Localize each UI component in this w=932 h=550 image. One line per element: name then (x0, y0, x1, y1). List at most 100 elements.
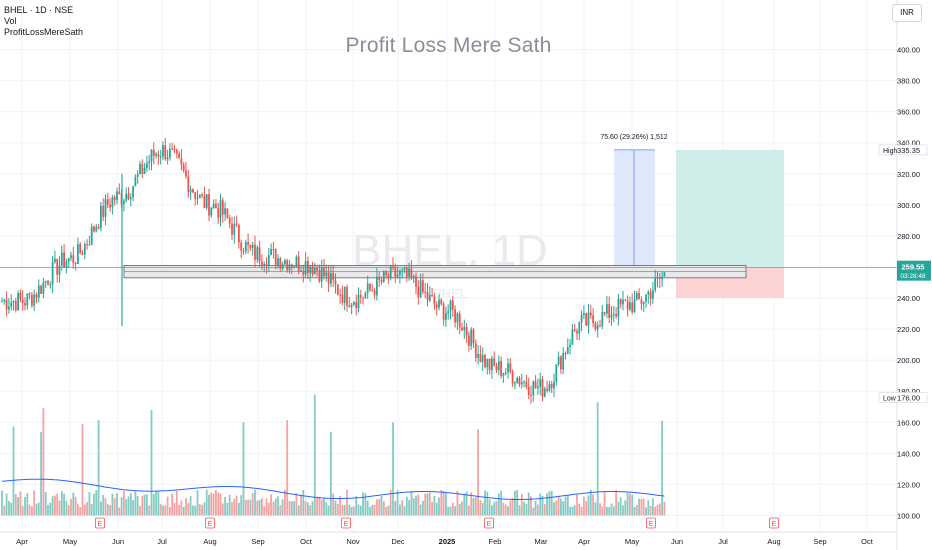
volume-bar (465, 491, 468, 516)
candle-body (580, 315, 583, 323)
low-marker: Low 176.00 (878, 392, 928, 403)
volume-bar (472, 498, 475, 516)
volume-bar (569, 506, 571, 516)
candle-body (433, 296, 436, 305)
candle-body (481, 355, 484, 363)
volume-bar (157, 490, 160, 516)
volume-bar (86, 501, 88, 516)
volume-bar (63, 493, 65, 516)
volume-bar (316, 496, 318, 516)
volume-bar (376, 499, 378, 516)
drawing-tools[interactable]: 75.60 (29.26%) 1,512 (123, 134, 784, 299)
custom-indicator-label[interactable]: ProfitLossMereSath (4, 27, 84, 37)
candle-body (537, 386, 539, 389)
candle-body (90, 226, 93, 245)
candle-body (54, 258, 56, 263)
candle-body (201, 194, 203, 196)
volume-bar (449, 506, 452, 516)
volume-bar (65, 500, 68, 516)
volume-bar (297, 505, 300, 516)
volume-bar (509, 500, 512, 516)
candle-body (585, 313, 588, 326)
volume-bar (205, 489, 208, 516)
candle-body (362, 297, 364, 299)
candle-body (619, 298, 622, 305)
volume-bar (244, 499, 247, 516)
candle-body (458, 313, 461, 328)
time-tick-label: Jun (112, 537, 124, 546)
candle-body (33, 294, 36, 306)
time-tick-label: Sep (251, 537, 264, 546)
volume-bar (629, 493, 631, 516)
candle-body (180, 158, 183, 165)
volume-bar (585, 501, 588, 516)
volume-bar (534, 500, 537, 516)
currency-button[interactable]: INR (892, 4, 922, 22)
earnings-badge (341, 517, 351, 529)
candle-body (509, 363, 512, 372)
volume-bar (226, 502, 229, 516)
time-tick-label: Mar (535, 537, 548, 546)
candle-body (40, 285, 42, 294)
volume-bar (608, 507, 611, 516)
symbol-title[interactable]: BHEL · 1D · NSE (4, 5, 74, 15)
volume-bar (290, 501, 293, 516)
candle-body (635, 293, 638, 300)
candle-body (507, 363, 509, 373)
candle-body (495, 365, 498, 371)
price-axis[interactable]: 100.00 120.00 140.00 160.00 180.00 200.00 220.… (878, 0, 931, 550)
candle-body (592, 315, 594, 324)
candle-body (371, 289, 374, 291)
volume-indicator-label[interactable]: Vol (4, 16, 17, 26)
candle-body (543, 388, 546, 397)
candle-body (196, 198, 199, 200)
volume-bar (256, 500, 259, 516)
earnings-label: E (772, 521, 777, 528)
candle-body (111, 197, 114, 208)
volume-bar (341, 504, 344, 516)
candle-body (479, 353, 482, 363)
volume-bar (182, 506, 185, 516)
volume-bar (543, 504, 546, 516)
volume-bar (166, 496, 169, 516)
volume-bar (109, 505, 111, 516)
price-tick-label: 200.00 (897, 356, 920, 365)
candle-body (610, 314, 613, 318)
candle-body (274, 249, 277, 266)
price-tick-label: 140.00 (897, 449, 920, 458)
chart-legend: BHEL · 1D · NSE Vol ProfitLossMereSath (4, 5, 83, 38)
candle-body (49, 284, 52, 286)
volume-bar (258, 499, 261, 516)
volume-bar (495, 500, 498, 516)
volume-bar (357, 504, 360, 516)
candle-body (654, 278, 657, 291)
volume-bar (396, 490, 399, 516)
earnings-marker: E (484, 517, 494, 529)
candle-body (493, 358, 496, 366)
time-axis[interactable]: Apr May Jun Jul Aug Sep Oct Nov Dec 2025 Feb Mar Apr… (0, 531, 897, 546)
volume-bar (10, 502, 13, 516)
candle-body (169, 148, 171, 158)
volume-bar (270, 494, 272, 516)
volume-bar (102, 494, 105, 516)
volume-bar (44, 492, 47, 516)
volume-bar (8, 501, 10, 516)
volume-bar (401, 500, 404, 516)
candle-body (649, 291, 652, 299)
candle-body (270, 249, 272, 255)
volume-bar (136, 495, 139, 516)
volume-bar (594, 502, 597, 516)
volume-bar (171, 493, 174, 516)
candle-body (488, 358, 491, 371)
volume-bar (194, 506, 197, 516)
volume-bar (486, 491, 489, 516)
volume-bar (286, 420, 289, 516)
volume-bar (343, 505, 346, 516)
volume-bar (208, 494, 210, 516)
candle-body (350, 304, 353, 307)
volume-bar (198, 504, 201, 516)
volume-bar (516, 489, 519, 516)
volume-bar (146, 494, 148, 516)
volume-bar (488, 499, 491, 516)
